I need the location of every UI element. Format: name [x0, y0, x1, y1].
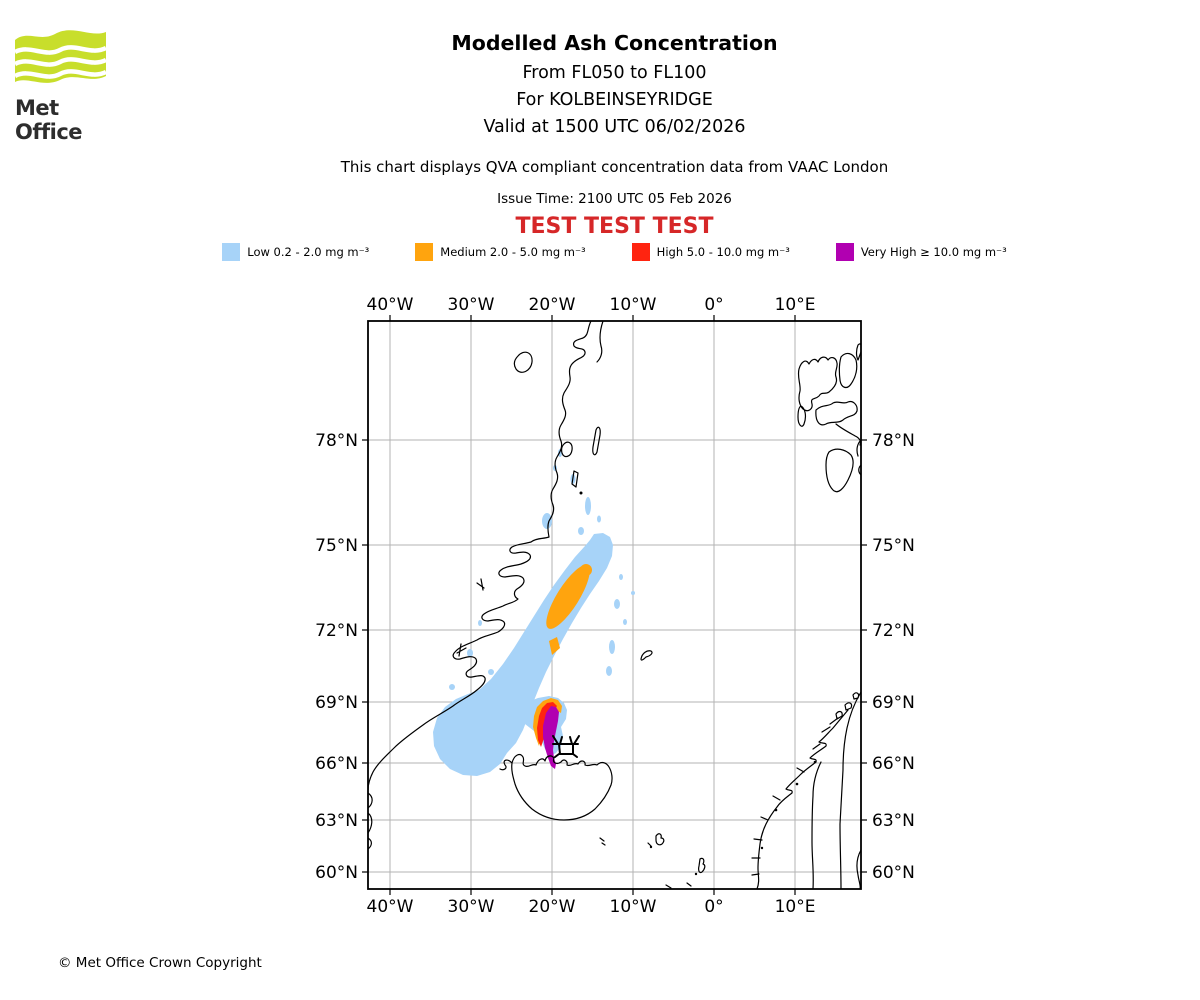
svg-text:10°E: 10°E — [775, 897, 816, 917]
svg-text:10°W: 10°W — [610, 295, 657, 315]
svg-text:10°W: 10°W — [610, 897, 657, 917]
ash-very-high-contour — [543, 706, 559, 769]
latitude-labels-left: 78°N 75°N 72°N 69°N 66°N 63°N 60°N — [315, 431, 358, 883]
scandinavia-east-coastlines — [811, 691, 861, 889]
concentration-legend: Low 0.2 - 2.0 mg m⁻³ Medium 2.0 - 5.0 mg… — [0, 243, 1200, 261]
svg-text:78°N: 78°N — [315, 431, 358, 451]
legend-item-low: Low 0.2 - 2.0 mg m⁻³ — [222, 243, 369, 261]
greenland-details — [456, 321, 604, 657]
volcano-eruption-icon — [552, 735, 580, 758]
axis-ticks — [362, 315, 867, 895]
subtitle-valid-time: Valid at 1500 UTC 06/02/2026 — [483, 117, 746, 137]
logo-wave-block — [15, 30, 106, 83]
longitude-labels-top: 40°W 30°W 20°W 10°W 0° 10°E — [367, 295, 816, 315]
copyright-notice: © Met Office Crown Copyright — [58, 955, 262, 971]
map-frame — [367, 320, 862, 890]
high-label: High 5.0 - 10.0 mg m⁻³ — [656, 245, 790, 259]
jan-mayen-coastline — [640, 650, 653, 661]
legend-item-very-high: Very High ≥ 10.0 mg m⁻³ — [835, 243, 1007, 261]
svg-text:69°N: 69°N — [315, 693, 358, 713]
longitude-labels-bottom: 40°W 30°W 20°W 10°W 0° 10°E — [367, 897, 816, 917]
svalbard-coastline — [797, 343, 861, 493]
svg-text:20°W: 20°W — [529, 295, 576, 315]
svg-text:75°N: 75°N — [315, 536, 358, 556]
legend-item-high: High 5.0 - 10.0 mg m⁻³ — [631, 243, 790, 261]
svg-text:30°W: 30°W — [448, 897, 495, 917]
low-swatch — [222, 243, 241, 261]
test-banner: TEST TEST TEST — [515, 214, 714, 239]
medium-swatch — [415, 243, 434, 261]
svg-text:75°N: 75°N — [872, 536, 915, 556]
greenland-coastline — [368, 321, 592, 791]
svg-text:40°W: 40°W — [367, 295, 414, 315]
low-label: Low 0.2 - 2.0 mg m⁻³ — [247, 245, 370, 259]
svg-text:60°N: 60°N — [315, 863, 358, 883]
met-office-logo-flag — [13, 30, 108, 83]
svg-text:72°N: 72°N — [872, 621, 915, 641]
legend-item-medium: Medium 2.0 - 5.0 mg m⁻³ — [415, 243, 586, 261]
ash-medium-main — [546, 565, 590, 629]
subtitle-volcano-name: For KOLBEINSEYRIDGE — [516, 90, 713, 110]
norway-coastline — [751, 692, 860, 889]
subtitle-flight-levels: From FL050 to FL100 — [522, 63, 707, 83]
svg-text:63°N: 63°N — [872, 811, 915, 831]
svg-text:66°N: 66°N — [872, 754, 915, 774]
svg-text:0°: 0° — [704, 295, 723, 315]
svg-text:10°E: 10°E — [775, 295, 816, 315]
svg-text:69°N: 69°N — [872, 693, 915, 713]
met-office-logo-text: Met Office — [15, 96, 83, 144]
svg-text:40°W: 40°W — [367, 897, 414, 917]
issue-time: Issue Time: 2100 UTC 05 Feb 2026 — [497, 191, 732, 207]
svg-text:66°N: 66°N — [315, 754, 358, 774]
svg-text:78°N: 78°N — [872, 431, 915, 451]
svg-text:30°W: 30°W — [448, 295, 495, 315]
very-high-swatch — [835, 243, 854, 261]
svg-text:72°N: 72°N — [315, 621, 358, 641]
latitude-labels-right: 78°N 75°N 72°N 69°N 66°N 63°N 60°N — [872, 431, 915, 883]
high-swatch — [631, 243, 650, 261]
svg-text:20°W: 20°W — [529, 897, 576, 917]
very-high-label: Very High ≥ 10.0 mg m⁻³ — [860, 245, 1007, 259]
iceland-coastline — [499, 753, 613, 821]
met-office-logo: Met Office — [13, 26, 125, 144]
page-title: Modelled Ash Concentration — [451, 31, 778, 55]
svg-text:63°N: 63°N — [315, 811, 358, 831]
qva-compliance-note: This chart displays QVA compliant concen… — [340, 158, 889, 176]
faroe-shetland-coastlines — [599, 833, 706, 889]
svg-text:60°N: 60°N — [872, 863, 915, 883]
greenland-coast-left-edge — [368, 792, 373, 850]
medium-label: Medium 2.0 - 5.0 mg m⁻³ — [440, 245, 586, 259]
svg-text:0°: 0° — [704, 897, 723, 917]
